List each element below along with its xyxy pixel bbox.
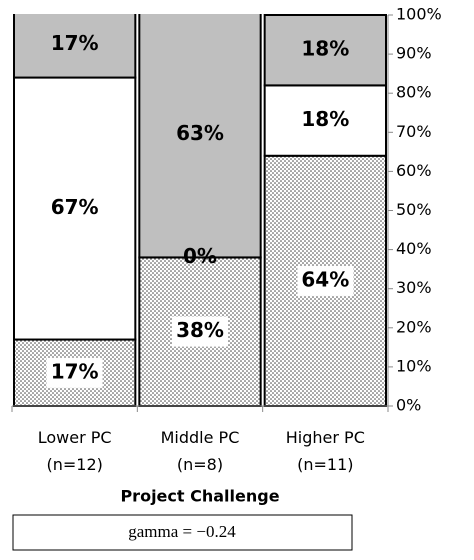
y-tick-label: 100% bbox=[396, 5, 442, 24]
x-tick-label-line: (n=8) bbox=[177, 455, 223, 474]
y-tick-label: 0% bbox=[396, 396, 421, 415]
bar-segment bbox=[138, 14, 262, 259]
data-label: 17% bbox=[51, 31, 99, 55]
label-bg bbox=[172, 316, 228, 347]
annotation: gamma = −0.24 bbox=[128, 522, 236, 541]
bar-segment bbox=[263, 84, 387, 157]
y-tick-label: 80% bbox=[396, 83, 432, 102]
y-tick-label: 10% bbox=[396, 356, 432, 375]
x-tick-label: Lower PC (n=12) bbox=[38, 428, 112, 474]
y-tick-label: 20% bbox=[396, 317, 432, 336]
x-tick-label-line: (n=12) bbox=[46, 455, 102, 474]
x-tick-label-line: Lower PC bbox=[38, 428, 112, 447]
label-bg bbox=[297, 265, 354, 296]
x-tick-label-line: (n=11) bbox=[297, 455, 353, 474]
data-label: 64% bbox=[301, 267, 349, 291]
y-tick-label: 90% bbox=[396, 44, 432, 63]
x-tick-label-line: Higher PC bbox=[286, 428, 365, 447]
x-tick-label: Higher PC (n=11) bbox=[286, 428, 365, 474]
x-tick-label-line: Middle PC bbox=[161, 428, 240, 447]
data-label: 38% bbox=[176, 318, 224, 342]
bar-segment bbox=[263, 14, 387, 87]
y-tick-label: 70% bbox=[396, 122, 432, 141]
data-label: 18% bbox=[301, 107, 349, 131]
label-bg bbox=[46, 357, 103, 388]
bar-segment bbox=[13, 76, 137, 341]
data-label: 63% bbox=[176, 121, 224, 145]
annotation-box bbox=[12, 514, 353, 551]
y-tick-label: 50% bbox=[396, 200, 432, 219]
data-label: 18% bbox=[301, 37, 349, 61]
bars bbox=[13, 14, 387, 408]
data-label: 0% bbox=[183, 244, 217, 268]
x-axis-label: Project Challenge bbox=[120, 487, 279, 506]
y-tick-label: 60% bbox=[396, 161, 432, 180]
data-label: 67% bbox=[51, 195, 99, 219]
y-tick-label: 30% bbox=[396, 278, 432, 297]
data-label: 17% bbox=[51, 359, 99, 383]
x-tick-label: Middle PC (n=8) bbox=[161, 428, 240, 474]
bar-segment bbox=[13, 14, 137, 79]
y-tick-label: 40% bbox=[396, 239, 432, 258]
